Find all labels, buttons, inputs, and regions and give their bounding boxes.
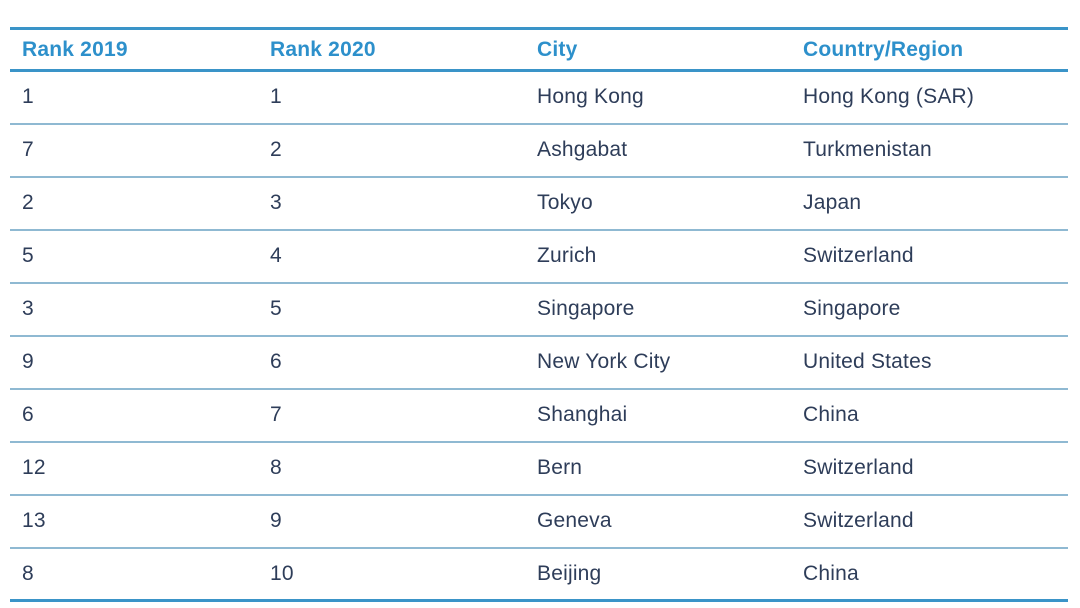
header-row: Rank 2019 Rank 2020 City Country/Region [10, 28, 1068, 72]
cell-country: Switzerland [791, 441, 1068, 496]
cell-city: Ashgabat [525, 123, 791, 178]
cell-rank2020: 3 [258, 176, 525, 231]
table-row: 3 5 Singapore Singapore [10, 282, 1068, 337]
cell-rank2020: 1 [258, 70, 525, 125]
cell-rank2020: 2 [258, 123, 525, 178]
table-row: 13 9 Geneva Switzerland [10, 494, 1068, 549]
cell-rank2020: 4 [258, 229, 525, 284]
cell-rank2020: 5 [258, 282, 525, 337]
cell-rank2019: 1 [10, 70, 258, 125]
cell-rank2019: 6 [10, 388, 258, 443]
cell-city: Beijing [525, 547, 791, 602]
cell-country: China [791, 547, 1068, 602]
cell-rank2019: 9 [10, 335, 258, 390]
cell-city: Shanghai [525, 388, 791, 443]
table-row: 1 1 Hong Kong Hong Kong (SAR) [10, 70, 1068, 125]
cell-rank2020: 6 [258, 335, 525, 390]
table-row: 5 4 Zurich Switzerland [10, 229, 1068, 284]
cell-city: Bern [525, 441, 791, 496]
cell-rank2020: 8 [258, 441, 525, 496]
cell-city: New York City [525, 335, 791, 390]
cell-rank2020: 7 [258, 388, 525, 443]
cell-country: United States [791, 335, 1068, 390]
column-header-city: City [525, 28, 791, 72]
cell-rank2019: 8 [10, 547, 258, 602]
cell-country: Singapore [791, 282, 1068, 337]
cell-rank2020: 9 [258, 494, 525, 549]
column-header-rank-2020: Rank 2020 [258, 28, 525, 72]
cell-country: Switzerland [791, 229, 1068, 284]
cell-country: Switzerland [791, 494, 1068, 549]
cell-city: Tokyo [525, 176, 791, 231]
cell-country: Japan [791, 176, 1068, 231]
cell-rank2020: 10 [258, 547, 525, 602]
cell-rank2019: 5 [10, 229, 258, 284]
table-row: 8 10 Beijing China [10, 547, 1068, 602]
city-ranking-table-container: Rank 2019 Rank 2020 City Country/Region … [10, 27, 1068, 602]
column-header-rank-2019: Rank 2019 [10, 28, 258, 72]
cell-city: Zurich [525, 229, 791, 284]
cell-rank2019: 3 [10, 282, 258, 337]
cell-country: Hong Kong (SAR) [791, 70, 1068, 125]
cell-city: Hong Kong [525, 70, 791, 125]
cell-rank2019: 13 [10, 494, 258, 549]
city-ranking-table: Rank 2019 Rank 2020 City Country/Region … [10, 27, 1068, 602]
table-row: 6 7 Shanghai China [10, 388, 1068, 443]
cell-rank2019: 2 [10, 176, 258, 231]
table-row: 9 6 New York City United States [10, 335, 1068, 390]
cell-city: Geneva [525, 494, 791, 549]
cell-country: Turkmenistan [791, 123, 1068, 178]
table-row: 7 2 Ashgabat Turkmenistan [10, 123, 1068, 178]
cell-city: Singapore [525, 282, 791, 337]
table-row: 2 3 Tokyo Japan [10, 176, 1068, 231]
cell-country: China [791, 388, 1068, 443]
column-header-country-region: Country/Region [791, 28, 1068, 72]
cell-rank2019: 12 [10, 441, 258, 496]
cell-rank2019: 7 [10, 123, 258, 178]
table-row: 12 8 Bern Switzerland [10, 441, 1068, 496]
table-body: 1 1 Hong Kong Hong Kong (SAR) 7 2 Ashgabat Turk… [10, 70, 1068, 602]
